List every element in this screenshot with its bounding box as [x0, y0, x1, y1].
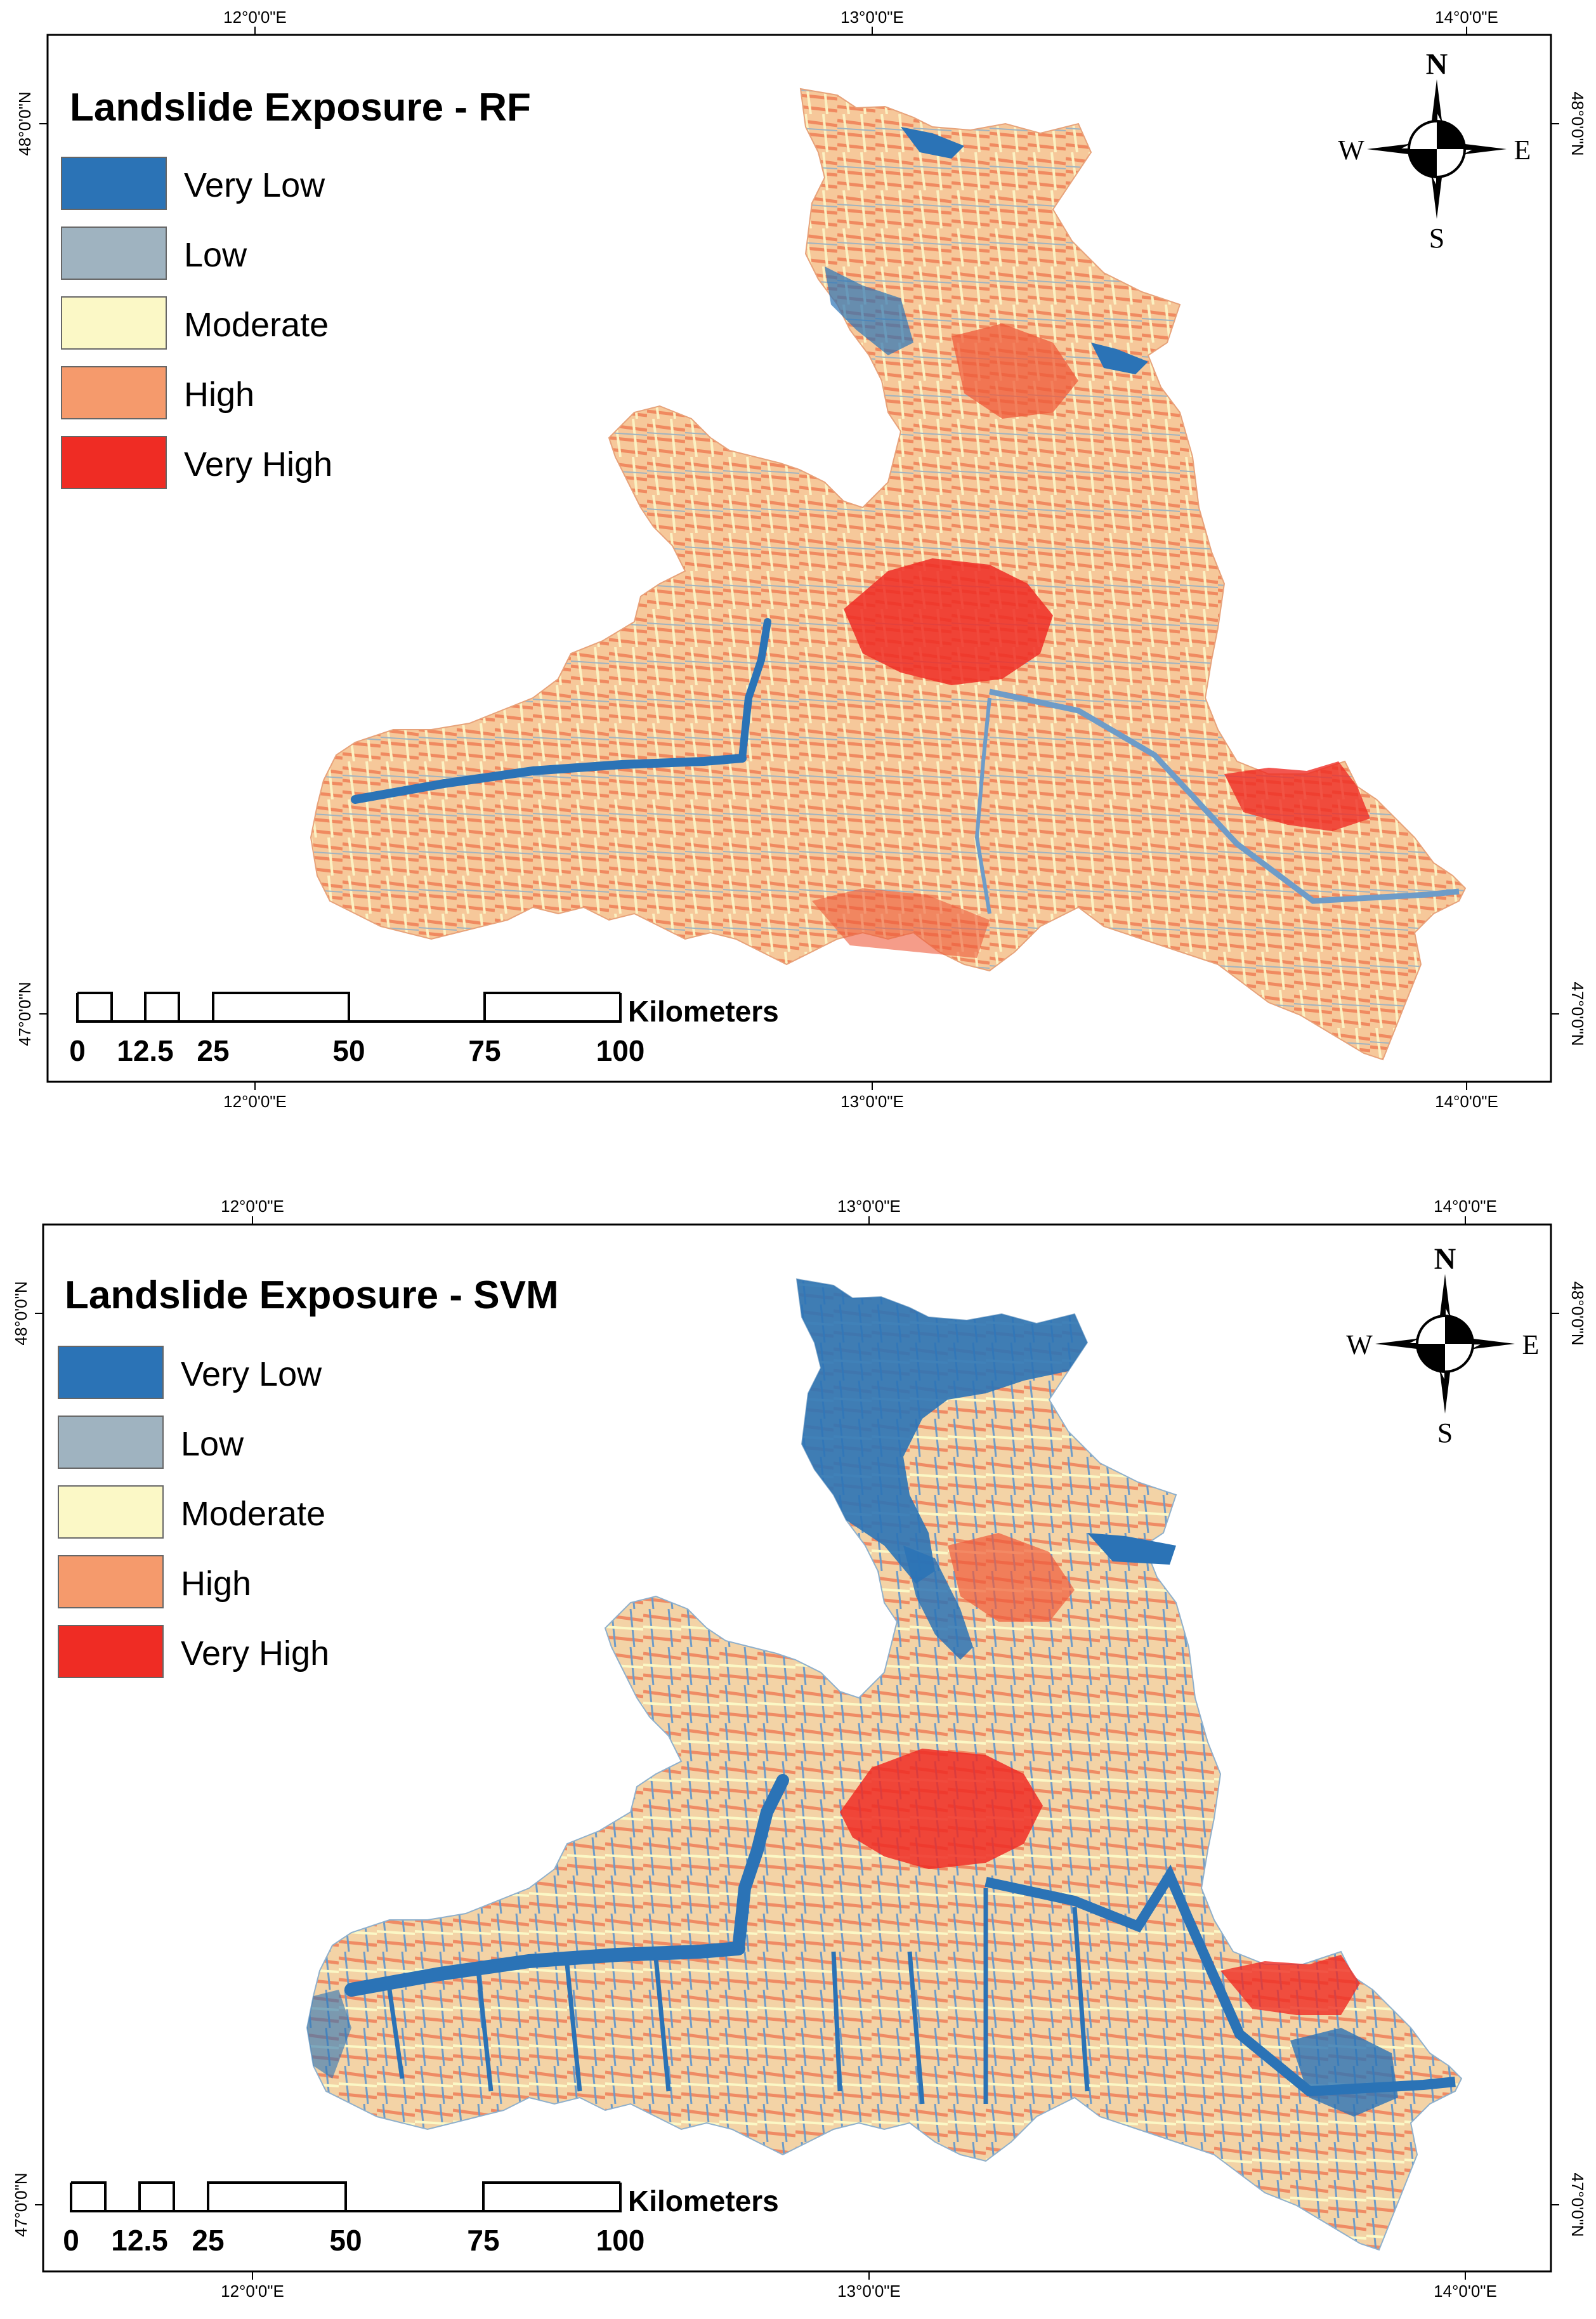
- map-rf-north-arrow: N S E W: [1338, 48, 1531, 254]
- map-rf-scale-tick-75: 75: [468, 1034, 500, 1067]
- map-svm-legend-swatch-very-low: [58, 1346, 164, 1399]
- map-rf-title: Landslide Exposure - RF: [70, 86, 531, 129]
- map-rf-scale-tick-12-5: 12.5: [117, 1034, 174, 1067]
- map-svm-legend-label-moderate: Moderate: [181, 1495, 325, 1533]
- map-svm-compass-e: E: [1522, 1329, 1540, 1360]
- map-svm-compass-w: W: [1346, 1329, 1373, 1360]
- map-rf: 12°0'0"E 13°0'0"E 14°0'0"E 12°0'0"E 13°0…: [15, 8, 1587, 1111]
- map-rf-high-south: [812, 888, 990, 958]
- map-rf-legend-label-high: High: [184, 376, 254, 414]
- map-rf-lat-left-47: 47°0'0"N: [15, 982, 34, 1046]
- map-rf-top-lon-1: 12°0'0"E: [223, 8, 287, 27]
- map-rf-scale-tick-0: 0: [69, 1034, 86, 1067]
- map-svm-scale-tick-25: 25: [192, 2224, 224, 2257]
- map-rf-very-high-north: [952, 324, 1078, 419]
- map-svm-very-high-east: [1220, 1955, 1360, 2015]
- map-svm-river-branch: [732, 1774, 789, 1955]
- map-svm-very-low-north: [797, 1279, 1087, 1584]
- map-rf-lake-east: [1091, 343, 1148, 374]
- map-svm-scale-tick-75: 75: [467, 2224, 499, 2257]
- map-rf-scale-tick-100: 100: [596, 1034, 645, 1067]
- map-rf-legend-label-very-low: Very Low: [184, 166, 325, 204]
- map-rf-river-east: [989, 688, 1460, 904]
- map-svm-lat-left-47: 47°0'0"N: [11, 2172, 30, 2237]
- map-svm-bottom-lon-1: 12°0'0"E: [221, 2282, 284, 2301]
- map-svm-top-lon-3: 14°0'0"E: [1434, 1197, 1497, 1216]
- map-svm-legend-label-low: Low: [181, 1425, 244, 1463]
- map-rf-legend-label-moderate: Moderate: [184, 306, 329, 344]
- map-svm-legend-swatch-moderate: [58, 1485, 164, 1539]
- map-rf-lat-right-47: 47°0'0"N: [1568, 982, 1587, 1046]
- map-svm-compass-n: N: [1434, 1242, 1456, 1276]
- map-svm-high-north: [948, 1533, 1075, 1622]
- map-svm-valley-lines: [387, 1888, 1090, 2105]
- map-svm-legend-label-very-low: Very Low: [181, 1355, 322, 1393]
- map-svm-legend-swatch-high: [58, 1555, 164, 1608]
- map-svm-compass-s: S: [1437, 1417, 1453, 1449]
- map-svm-bottom-lon-3: 14°0'0"E: [1434, 2282, 1497, 2301]
- map-svm-very-low-north-valley: [903, 1546, 973, 1660]
- map-svm-lat-right-48: 48°0'0"N: [1568, 1281, 1587, 1345]
- map-rf-legend-swatch-very-high: [61, 436, 167, 489]
- map-rf-river-branch: [738, 618, 771, 762]
- map-svm-graticule-ticks: [35, 1216, 1559, 2280]
- map-svm-scale-tick-50: 50: [329, 2224, 362, 2257]
- map-rf-lat-left-48: 48°0'0"N: [15, 91, 34, 155]
- map-svm-scale-unit: Kilometers: [628, 2184, 779, 2217]
- map-rf-legend-swatch-moderate: [61, 296, 167, 350]
- map-rf-bottom-lon-1: 12°0'0"E: [223, 1092, 287, 1111]
- map-rf-region: [310, 88, 1467, 1061]
- map-rf-bottom-lon-2: 13°0'0"E: [841, 1092, 904, 1111]
- map-rf-legend-swatch-very-low: [61, 157, 167, 210]
- map-svm-legend-swatch-very-high: [58, 1625, 164, 1678]
- map-svm-legend-swatch-low: [58, 1416, 164, 1469]
- map-svm-top-lon-2: 13°0'0"E: [837, 1197, 901, 1216]
- map-svm-top-lon-1: 12°0'0"E: [221, 1197, 284, 1216]
- map-svm-region: [306, 1278, 1463, 2251]
- map-svm-legend-label-very-high: Very High: [181, 1634, 329, 1672]
- map-svm-bottom-lon-2: 13°0'0"E: [837, 2282, 901, 2301]
- map-svm-very-low-west-edge: [307, 1990, 351, 2079]
- map-rf-compass-e: E: [1514, 135, 1531, 166]
- map-rf-scale-bar: Kilometers 0 12.5 25 50 75 100: [69, 992, 779, 1067]
- map-rf-scale-unit: Kilometers: [628, 995, 779, 1028]
- map-svm-scale-tick-12-5: 12.5: [111, 2224, 168, 2257]
- map-rf-graticule-ticks: [39, 27, 1559, 1090]
- map-svm-legend-label-high: High: [181, 1565, 251, 1603]
- map-svm-lat-left-48: 48°0'0"N: [11, 1281, 30, 1345]
- map-rf-valley-south: [974, 697, 991, 914]
- map-rf-very-high-zone: [844, 558, 1053, 685]
- map-rf-top-lon-2: 13°0'0"E: [841, 8, 904, 27]
- map-rf-valley-north: [825, 266, 913, 355]
- map-svm-lat-right-47: 47°0'0"N: [1568, 2172, 1587, 2237]
- map-rf-compass-s: S: [1429, 223, 1444, 254]
- map-rf-scale-tick-25: 25: [197, 1034, 229, 1067]
- map-rf-lake-north: [901, 127, 964, 159]
- map-rf-legend-swatch-low: [61, 227, 167, 280]
- map-svm-north-arrow: N S E W: [1346, 1242, 1539, 1449]
- map-rf-very-high-east: [1224, 761, 1370, 831]
- map-rf-scale-tick-50: 50: [332, 1034, 365, 1067]
- map-svm-scale-bar: Kilometers 0 12.5 25 50 75 100: [63, 2181, 779, 2257]
- map-rf-compass-w: W: [1338, 135, 1364, 166]
- map-rf-legend-swatch-high: [61, 366, 167, 419]
- map-rf-river-main: [351, 754, 747, 804]
- map-svm-very-low-lake-east: [1087, 1533, 1176, 1565]
- map-svm-scale-tick-0: 0: [63, 2224, 79, 2257]
- map-svm: 12°0'0"E 13°0'0"E 14°0'0"E 12°0'0"E 13°0…: [11, 1197, 1587, 2301]
- map-svm-river-main: [344, 1941, 745, 1997]
- map-rf-top-lon-3: 14°0'0"E: [1435, 8, 1498, 27]
- map-rf-legend-label-low: Low: [184, 236, 247, 274]
- map-rf-lat-right-48: 48°0'0"N: [1568, 91, 1587, 155]
- map-svm-legend: Landslide Exposure - SVM Very Low Low Mo…: [58, 1273, 559, 1678]
- map-rf-legend-label-very-high: Very High: [184, 445, 332, 483]
- map-rf-compass-n: N: [1426, 48, 1448, 81]
- map-rf-legend: Landslide Exposure - RF Very Low Low Mod…: [61, 86, 531, 489]
- map-svm-scale-tick-100: 100: [596, 2224, 645, 2257]
- map-svm-very-low-east-basin: [1290, 2028, 1398, 2117]
- map-svm-title: Landslide Exposure - SVM: [65, 1273, 559, 1317]
- map-rf-bottom-lon-3: 14°0'0"E: [1435, 1092, 1498, 1111]
- map-svm-very-high-core: [840, 1749, 1043, 1869]
